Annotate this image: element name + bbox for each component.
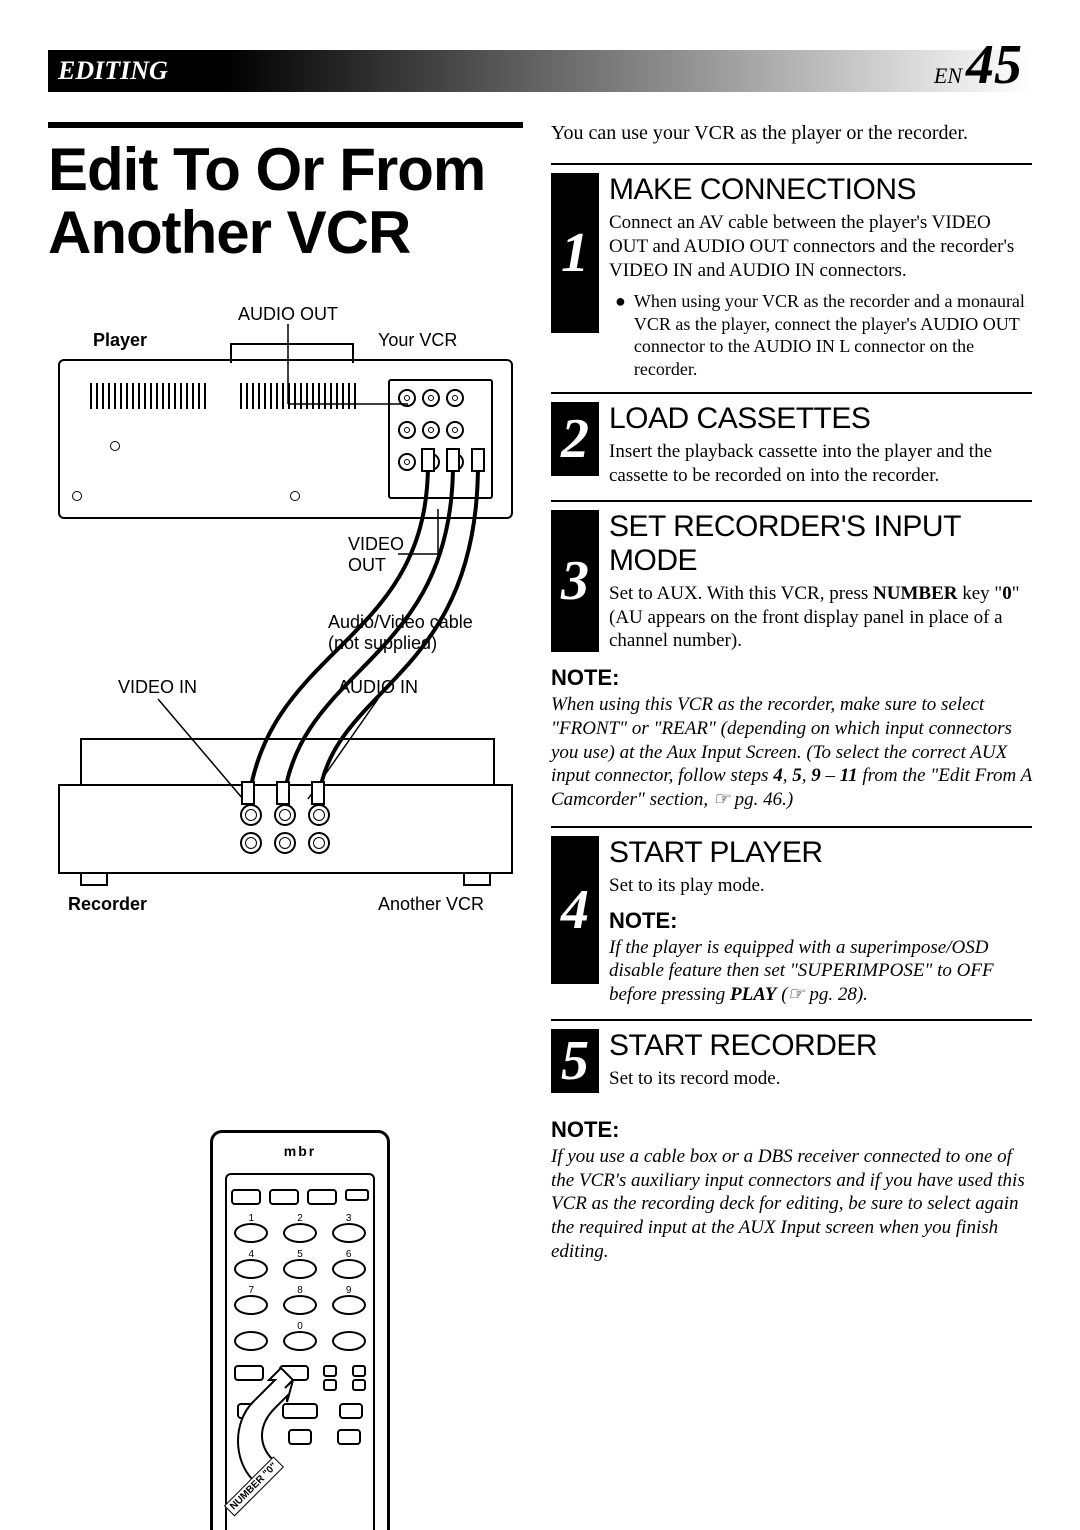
audio-in-label: AUDIO IN xyxy=(338,677,418,698)
another-vcr-label: Another VCR xyxy=(378,894,484,915)
audio-out-label: AUDIO OUT xyxy=(238,304,338,325)
player-label: Player xyxy=(93,330,147,351)
step-2-number: 2 xyxy=(551,402,599,476)
your-vcr-label: Your VCR xyxy=(378,330,457,351)
step-5-text: Set to its record mode. xyxy=(609,1067,1032,1091)
step-2-title: LOAD CASSETTES xyxy=(609,402,1032,436)
step-1-title: MAKE CONNECTIONS xyxy=(609,173,1032,207)
final-note-body: If you use a cable box or a DBS receiver… xyxy=(551,1145,1032,1264)
step-4-note-body: If the player is equipped with a superim… xyxy=(609,936,1032,1007)
step-4: 4 START PLAYER Set to its play mode. NOT… xyxy=(551,836,1032,1007)
step-1: 1 MAKE CONNECTIONS Connect an AV cable b… xyxy=(551,173,1032,380)
step-3-note-title: NOTE: xyxy=(551,665,1032,691)
step-3: 3 SET RECORDER'S INPUT MODE Set to AUX. … xyxy=(551,510,1032,653)
step-rule xyxy=(551,500,1032,502)
page-number: EN 45 xyxy=(934,40,1032,92)
step-rule xyxy=(551,163,1032,165)
player-vcr-drawing xyxy=(58,359,513,519)
step-2-text: Insert the playback cassette into the pl… xyxy=(609,440,1032,488)
step-5-title: START RECORDER xyxy=(609,1029,1032,1063)
step-4-note-title: NOTE: xyxy=(609,908,1032,934)
remote-drawing: mbr 1 2 3 4 5 6 7 8 9 0 xyxy=(210,1130,390,1530)
title-rule xyxy=(48,122,523,128)
step-5: 5 START RECORDER Set to its record mode. xyxy=(551,1029,1032,1093)
video-in-label: VIDEO IN xyxy=(118,677,197,698)
step-rule xyxy=(551,826,1032,828)
final-note: NOTE: If you use a cable box or a DBS re… xyxy=(551,1117,1032,1264)
bullet-icon: ● xyxy=(615,290,626,380)
hand-pointer-icon xyxy=(210,1360,323,1520)
step-1-text: Connect an AV cable between the player's… xyxy=(609,211,1032,282)
remote-brand: mbr xyxy=(213,1143,387,1159)
left-column: Edit To Or From Another VCR Player AUDIO… xyxy=(48,122,523,1264)
step-1-bullet: ● When using your VCR as the recorder an… xyxy=(609,290,1032,380)
step-4-number: 4 xyxy=(551,836,599,984)
cable-label: Audio/Video cable (not supplied) xyxy=(328,612,473,654)
step-3-number: 3 xyxy=(551,510,599,652)
step-3-note-body: When using this VCR as the recorder, mak… xyxy=(551,693,1032,812)
step-rule xyxy=(551,1019,1032,1021)
step-1-number: 1 xyxy=(551,173,599,333)
step-3-text: Set to AUX. With this VCR, press NUMBER … xyxy=(609,582,1032,653)
step-5-number: 5 xyxy=(551,1029,599,1093)
step-1-bullet-text: When using your VCR as the recorder and … xyxy=(634,290,1032,380)
final-note-title: NOTE: xyxy=(551,1117,1032,1143)
section-name: EDITING xyxy=(48,56,168,92)
intro-text: You can use your VCR as the player or th… xyxy=(551,122,1032,145)
recorder-vcr-drawing xyxy=(58,784,513,874)
page-title: Edit To Or From Another VCR xyxy=(48,138,523,264)
video-out-label: VIDEO OUT xyxy=(348,534,404,576)
step-3-title: SET RECORDER'S INPUT MODE xyxy=(609,510,1032,578)
page-header: EDITING EN 45 xyxy=(48,50,1032,92)
step-rule xyxy=(551,392,1032,394)
right-column: You can use your VCR as the player or th… xyxy=(551,122,1032,1264)
connection-diagram: Player AUDIO OUT Your VCR xyxy=(48,304,523,924)
step-4-text: Set to its play mode. xyxy=(609,874,1032,898)
step-2: 2 LOAD CASSETTES Insert the playback cas… xyxy=(551,402,1032,488)
recorder-label: Recorder xyxy=(68,894,147,915)
step-4-title: START PLAYER xyxy=(609,836,1032,870)
